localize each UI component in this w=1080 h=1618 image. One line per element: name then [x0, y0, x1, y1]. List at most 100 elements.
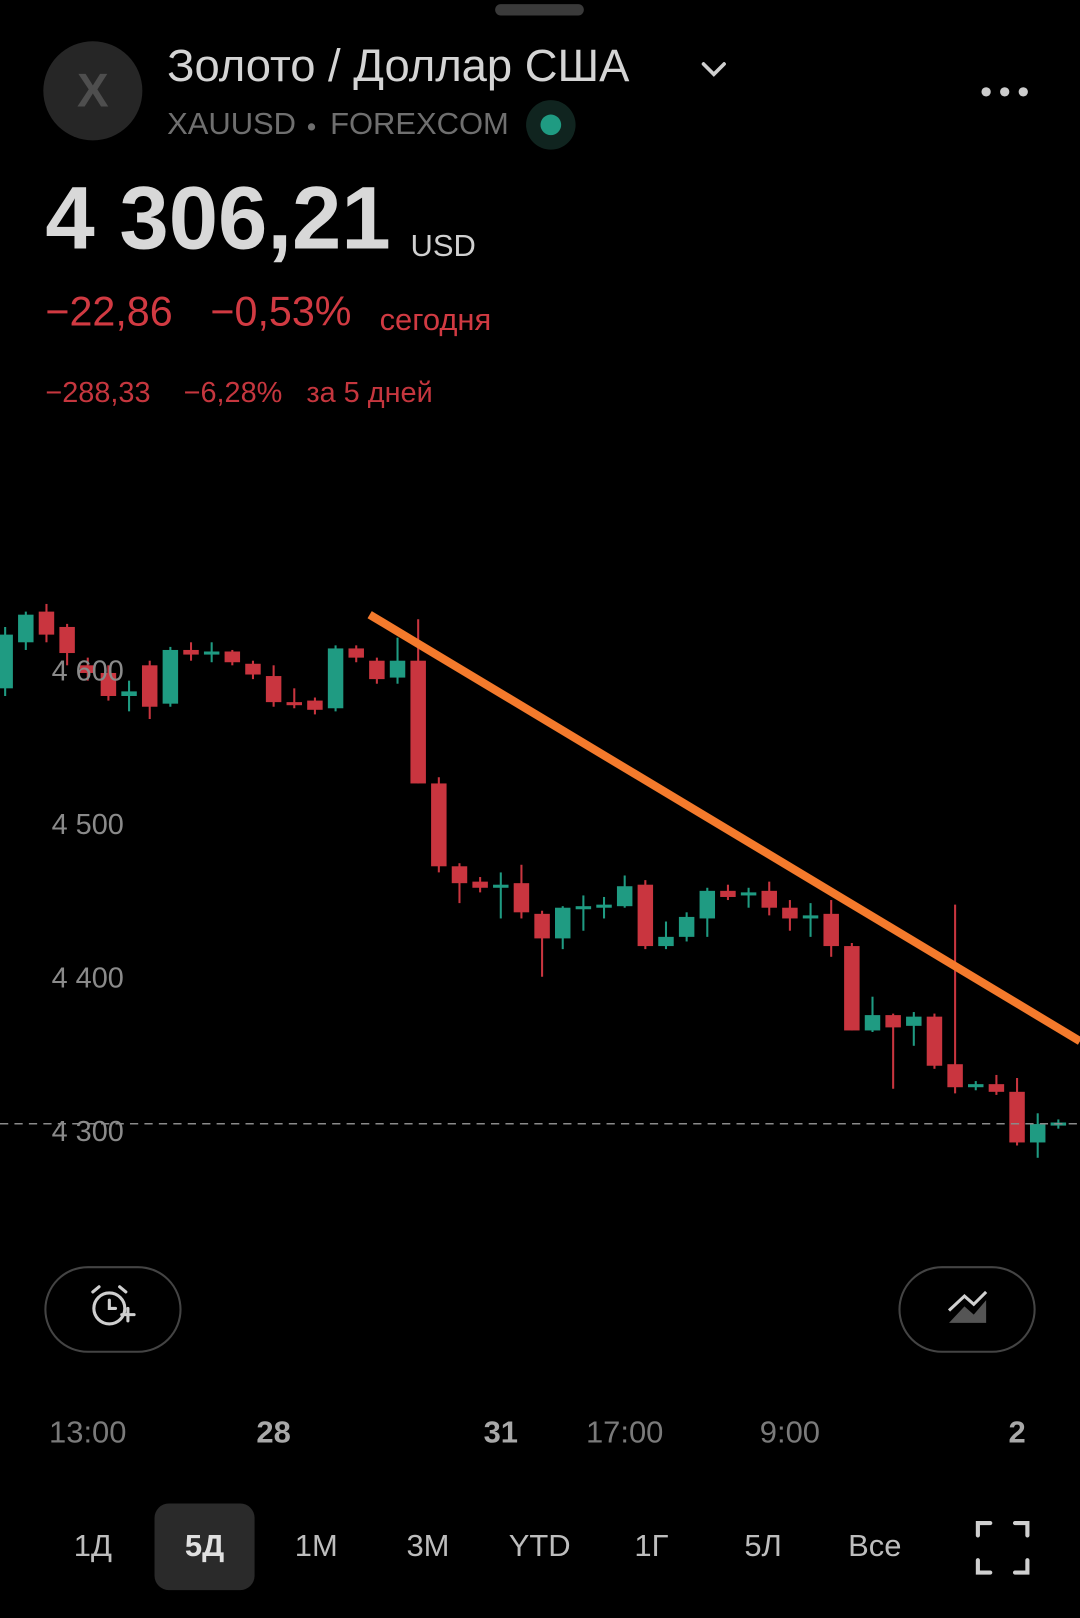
period-button[interactable]: 5Д	[185, 1528, 224, 1563]
candle-body	[307, 700, 323, 710]
candle-body	[348, 648, 364, 658]
chart-style-button[interactable]	[898, 1266, 1036, 1353]
currency: USD	[411, 228, 476, 263]
x-axis: 13:00 28 31 17:00 9:00 2	[49, 1414, 1026, 1449]
alert-button[interactable]	[44, 1266, 182, 1353]
candle-body	[265, 676, 282, 703]
drag-handle[interactable]	[495, 4, 584, 16]
candle-body	[162, 649, 179, 704]
change-today: −22,86	[45, 289, 172, 335]
candle-body	[38, 611, 55, 635]
period-button[interactable]: YTD	[509, 1528, 571, 1563]
candle-body	[513, 883, 530, 913]
fullscreen-button[interactable]	[975, 1521, 1030, 1575]
chart[interactable]: 4 300 4 400 4 500 4 600	[0, 603, 1080, 1158]
candle-body	[926, 1016, 943, 1066]
candle-body	[534, 913, 550, 939]
title-chevron[interactable]	[701, 62, 726, 77]
candle-body	[59, 626, 75, 654]
candle-body	[121, 691, 137, 696]
period-bar: 1Д 5Д 1М 3М YTD 1Г 5Л Все	[74, 1528, 902, 1563]
x-tick-label: 2	[1008, 1414, 1025, 1449]
change-today-percent: −0,53%	[210, 289, 351, 335]
x-tick-label: 28	[256, 1414, 290, 1449]
candle-body	[431, 783, 447, 867]
alert-icon	[91, 1285, 136, 1326]
candle-body	[596, 904, 612, 908]
x-tick-label: 9:00	[760, 1414, 820, 1449]
symbol-title[interactable]: Золото / Доллар США	[167, 40, 630, 91]
period-button[interactable]: 5Л	[744, 1528, 782, 1563]
y-tick-label: 4 300	[52, 1116, 124, 1148]
change-5d-period: за 5 дней	[306, 377, 432, 409]
candle-body	[947, 1064, 963, 1088]
candle-body	[678, 916, 695, 937]
y-tick-label: 4 400	[52, 962, 124, 994]
change-5d-percent: −6,28%	[184, 377, 283, 409]
candle-body	[802, 915, 819, 919]
candle-body	[327, 648, 344, 709]
x-tick-label: 31	[484, 1414, 518, 1449]
candle-body	[100, 672, 117, 696]
menu-dot	[1000, 87, 1010, 97]
candle-body	[410, 660, 426, 784]
candle-body	[1029, 1124, 1046, 1143]
separator-dot	[307, 123, 316, 131]
candle-body	[658, 936, 674, 947]
candle-body	[720, 890, 736, 897]
trendline	[367, 611, 1080, 1045]
line-stroke	[947, 1290, 988, 1312]
clock-face	[92, 1291, 127, 1326]
period-button[interactable]: 3М	[406, 1528, 449, 1563]
y-tick-label: 4 600	[52, 656, 124, 688]
clock-details	[91, 1285, 136, 1323]
candle-body	[245, 663, 261, 675]
candle-body	[761, 890, 777, 908]
candle-body	[864, 1015, 881, 1031]
candle-body	[699, 890, 716, 919]
candle-body	[575, 906, 592, 910]
candle-body	[286, 702, 303, 706]
chart-style-icon	[947, 1290, 988, 1323]
candle-body	[988, 1084, 1005, 1092]
change-today-period: сегодня	[380, 302, 492, 337]
candle-body	[203, 651, 220, 655]
candle-body	[369, 660, 385, 680]
period-button[interactable]: Все	[848, 1528, 901, 1563]
candle-body	[885, 1015, 901, 1028]
candle-body	[554, 907, 571, 939]
candle-body	[0, 634, 13, 689]
exchange: FOREXCOM	[330, 106, 509, 141]
candle-body	[224, 651, 241, 663]
candle-body	[451, 866, 468, 884]
candle-body	[80, 665, 96, 673]
candle-body	[141, 665, 158, 707]
menu-dot	[981, 87, 991, 97]
candle-body	[18, 614, 34, 643]
change-5d: −288,33	[45, 377, 150, 409]
logo	[43, 41, 143, 141]
candle-body	[493, 884, 509, 888]
x-tick-label: 17:00	[586, 1414, 663, 1449]
candle-body	[1009, 1091, 1025, 1143]
period-button[interactable]: 1Г	[634, 1528, 668, 1563]
candle-body	[823, 913, 839, 947]
x-tick-label: 13:00	[49, 1414, 126, 1449]
candle-body	[183, 649, 199, 655]
area-fill	[948, 1300, 987, 1323]
period-button[interactable]: 1М	[295, 1528, 338, 1563]
market-status	[540, 114, 562, 136]
price: 4 306,21	[45, 168, 390, 267]
logo-letter: X	[77, 64, 109, 117]
candle-body	[389, 660, 406, 678]
more-menu[interactable]	[981, 87, 1028, 97]
candle-body	[472, 881, 488, 888]
candle-body	[782, 907, 798, 919]
selected-period-bg	[154, 1503, 255, 1591]
candle-body	[637, 884, 654, 947]
period-button[interactable]: 1Д	[74, 1528, 112, 1563]
candle-body	[616, 886, 633, 907]
